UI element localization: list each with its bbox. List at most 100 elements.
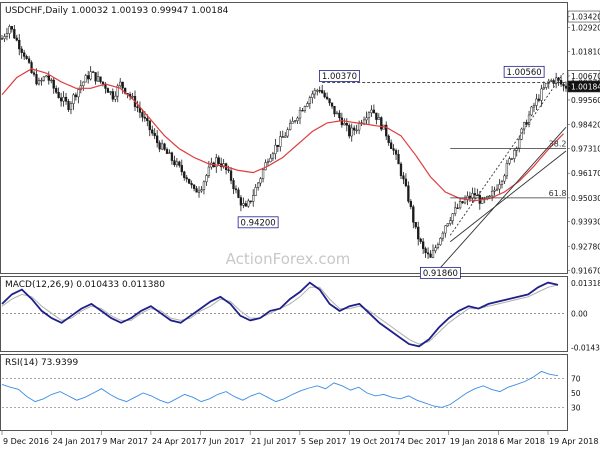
price-axis-label: 0.92780 <box>571 242 600 251</box>
price-axis-label: 1.00670 <box>571 72 600 81</box>
candle-body <box>52 79 55 89</box>
candle-body <box>323 92 326 98</box>
candle-body <box>446 223 449 227</box>
candle-body <box>407 185 410 202</box>
candle-body <box>431 250 435 258</box>
candle-body <box>202 181 206 190</box>
candle-body <box>345 123 348 126</box>
price-axis-label: 0.91670 <box>571 266 600 275</box>
price-annotation-box <box>237 216 279 229</box>
fib-level-label: 38.2 <box>549 140 567 149</box>
candle-body <box>205 175 208 183</box>
candle-body <box>210 162 213 168</box>
candle-body <box>397 154 400 165</box>
candle-body <box>444 225 447 234</box>
candle-body <box>284 135 287 138</box>
price-axis-label: 0.99560 <box>571 96 600 105</box>
candle-body <box>261 169 265 179</box>
candle-body <box>188 178 191 184</box>
candle-body <box>554 77 558 84</box>
candle-body <box>296 117 299 121</box>
candle-body <box>385 124 388 137</box>
trendline <box>449 72 564 236</box>
price-panel-frame <box>0 2 568 274</box>
candle-body <box>545 82 548 88</box>
candle-body <box>490 190 494 197</box>
price-axis-label: 1.00184 <box>571 82 600 91</box>
candle-body <box>55 88 58 93</box>
candle-body <box>84 75 87 83</box>
candle-body <box>195 188 198 193</box>
macd-axis-label: 0.00 <box>571 309 588 318</box>
candle-body <box>550 80 553 82</box>
candle-body <box>365 117 368 121</box>
candle-body <box>515 147 518 151</box>
candle-body <box>5 33 9 37</box>
macd-axis-label: -0.014339 <box>571 343 600 352</box>
candle-body <box>540 88 543 101</box>
candle-body <box>311 93 314 98</box>
candle-body <box>207 166 211 176</box>
time-axis-label: 9 Mar 2017 <box>102 437 148 446</box>
candle-body <box>522 122 526 130</box>
candle-body <box>463 199 467 204</box>
candle-body <box>30 62 33 74</box>
candle-body <box>530 106 533 116</box>
candle-body <box>380 117 383 130</box>
candle-body <box>183 171 186 178</box>
price-annotation-box <box>503 65 545 78</box>
candle-body <box>404 178 408 187</box>
candle-body <box>94 72 97 82</box>
candle-body <box>256 182 260 188</box>
candle-body <box>409 201 412 208</box>
candle-body <box>136 106 139 109</box>
candle-body <box>532 105 536 108</box>
candle-body <box>291 121 294 124</box>
candle-body <box>64 96 68 102</box>
rsi-panel-title: RSI(14) 73.9399 <box>5 358 78 368</box>
candle-body <box>13 29 16 39</box>
candle-body <box>77 89 80 98</box>
price-annotation-box <box>319 70 360 82</box>
candle-body <box>114 95 117 100</box>
candle-body <box>510 158 513 160</box>
candle-body <box>146 117 149 122</box>
candle-body <box>471 193 474 199</box>
price-axis-label: 1.02920 <box>571 23 600 32</box>
price-annotation-box <box>419 266 461 279</box>
candle-body <box>542 87 545 90</box>
candle-body <box>338 112 341 119</box>
candle-body <box>481 198 484 204</box>
price-axis-label: 0.96170 <box>571 169 600 178</box>
candle-body <box>153 132 156 137</box>
candle-body <box>160 143 164 150</box>
price-axis-label: 0.97310 <box>571 145 600 154</box>
candle-body <box>254 187 257 196</box>
candle-body <box>301 110 304 112</box>
candle-body <box>89 71 92 80</box>
candle-body <box>318 90 321 92</box>
candle-body <box>362 119 366 124</box>
time-axis-label: 19 Oct 2017 <box>350 437 399 446</box>
candle-body <box>559 80 563 85</box>
candle-body <box>417 226 420 240</box>
candle-body <box>35 74 38 85</box>
candle-body <box>168 152 171 154</box>
candle-body <box>308 97 312 104</box>
candle-body <box>402 175 405 180</box>
candle-body <box>3 36 6 39</box>
candle-body <box>67 101 70 110</box>
price-axis-label: 0.93930 <box>571 218 600 227</box>
candle-body <box>279 136 282 147</box>
candle-body <box>389 142 393 149</box>
candle-body <box>343 123 346 126</box>
candle-body <box>564 85 568 89</box>
candle-body <box>454 207 457 214</box>
candle-body <box>286 129 289 137</box>
candle-body <box>500 180 504 185</box>
candle-body <box>185 177 188 180</box>
price-panel-title: USDCHF,Daily 1.00032 1.00193 0.99947 1.0… <box>5 6 229 16</box>
candle-body <box>537 98 541 101</box>
